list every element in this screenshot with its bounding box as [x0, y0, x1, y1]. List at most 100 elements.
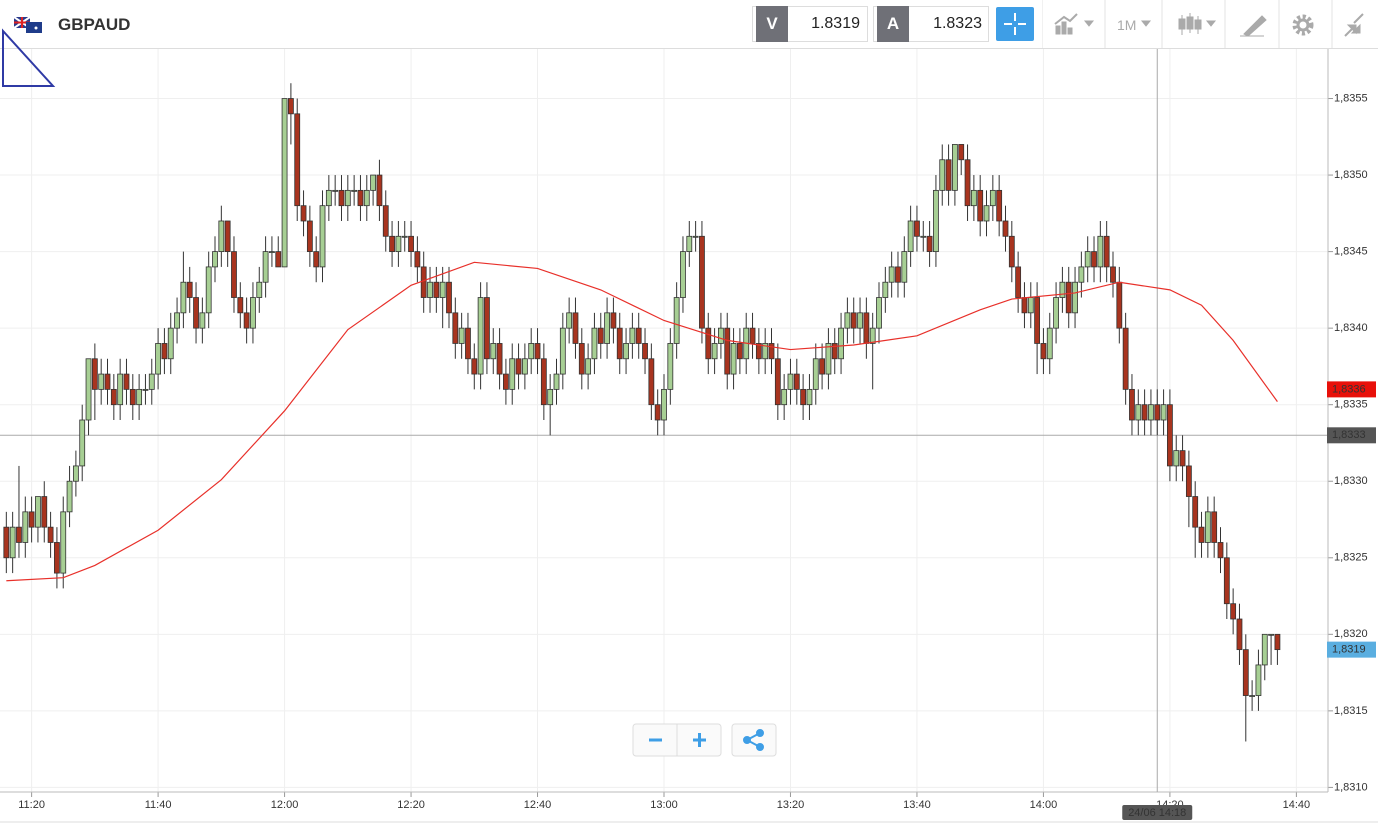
moving-average-line [6, 261, 1278, 582]
candle-body [686, 235, 693, 253]
candle-body [1217, 542, 1224, 559]
bid-box[interactable] [752, 6, 868, 42]
candle-body [1192, 496, 1199, 528]
candle-body [661, 388, 667, 421]
timeframe[interactable]: 1M [1117, 17, 1137, 33]
candle-body [787, 373, 794, 390]
candle-body [1198, 526, 1205, 543]
candle-body [332, 189, 339, 192]
price-marker-label: 1,8319 [1332, 644, 1366, 656]
candle-body [996, 189, 1003, 222]
candle-body [212, 251, 218, 268]
candle-body [351, 189, 358, 192]
candle-body [648, 358, 655, 406]
candle-body [148, 373, 155, 390]
y-tick-label: 1,8345 [1334, 246, 1368, 258]
candle-body [667, 343, 674, 390]
candle-body [616, 327, 623, 360]
candle-body [1129, 388, 1135, 421]
x-tick-label: 14:00 [1030, 799, 1058, 811]
candle-body [1053, 297, 1059, 329]
candle-body [66, 480, 73, 513]
ask-box[interactable] [873, 6, 989, 42]
share[interactable] [743, 729, 764, 751]
candle-body [680, 251, 686, 298]
candle-body [262, 251, 269, 283]
candle-body [306, 220, 313, 253]
zoom-in[interactable] [693, 733, 706, 747]
candle-body [123, 373, 130, 390]
y-tick-label: 1,8315 [1334, 705, 1368, 717]
candle-body [654, 404, 661, 421]
candle-body [547, 388, 554, 406]
x-tick-label: 12:00 [271, 799, 299, 811]
candle-body [1261, 633, 1268, 666]
candle-body [591, 327, 598, 360]
candle-body [1173, 450, 1180, 467]
candle-body [933, 189, 939, 253]
candle-body [1015, 266, 1022, 298]
candle-body [281, 98, 288, 268]
candle-body [490, 343, 497, 360]
bid-price: 1.8319 [811, 15, 860, 32]
candle-body [357, 189, 364, 207]
candle-body [60, 511, 67, 574]
tool-icons[interactable] [1042, 0, 1378, 48]
y-tick-label: 1,8325 [1334, 552, 1368, 564]
candle-body [256, 281, 263, 298]
candle-body [806, 388, 813, 406]
candle-body [1141, 404, 1148, 421]
y-tick-label: 1,8320 [1334, 628, 1368, 640]
x-tick-label: 13:40 [903, 799, 931, 811]
candle-body [180, 281, 187, 314]
candle-body [110, 388, 117, 406]
candle-body [825, 343, 832, 375]
candle-body [35, 496, 41, 528]
candle-body [72, 465, 79, 482]
drawing-triangle[interactable] [0, 28, 60, 90]
candle-body [718, 327, 724, 344]
ask-price: 1.8323 [933, 15, 982, 32]
candle-body [275, 251, 282, 268]
candle-body [869, 327, 876, 344]
candle-body [1185, 465, 1192, 497]
bid-label[interactable]: V [756, 6, 788, 42]
candle-body [218, 220, 225, 253]
candle-body [1034, 297, 1041, 344]
candle-body [363, 189, 370, 207]
candle-body [79, 419, 86, 467]
candle-body [945, 159, 952, 191]
candle-body [762, 343, 769, 360]
candle-body [484, 297, 490, 360]
candle-body [800, 388, 807, 406]
candle-body [1268, 633, 1274, 636]
zoom-controls [632, 723, 777, 757]
candle-body [559, 327, 566, 375]
candle-body [1072, 281, 1078, 314]
candle-body [1204, 511, 1211, 543]
candle-body [749, 327, 756, 344]
candle-body [692, 235, 699, 238]
crosshair-button[interactable] [996, 7, 1034, 41]
candle-body [1274, 633, 1281, 651]
candle-body [768, 343, 775, 360]
candle-body [623, 343, 629, 360]
candle-body [1097, 235, 1104, 268]
x-tick-label: 14:40 [1283, 799, 1311, 811]
candle-body [673, 297, 680, 344]
candle-body [136, 388, 143, 406]
candle-body [465, 327, 471, 360]
candle-body [1002, 220, 1009, 237]
candle-body [1242, 649, 1249, 696]
candle-body [699, 235, 705, 329]
ask-label[interactable]: A [877, 6, 909, 42]
crosshair-price-label: 1,8333 [1332, 429, 1366, 441]
candle-body [540, 358, 547, 406]
candle-body [3, 526, 10, 559]
candle-body [1116, 281, 1123, 329]
candle-body [370, 174, 377, 191]
candle-body [477, 297, 484, 375]
candle-body [199, 312, 206, 329]
candle-body [1084, 251, 1091, 268]
